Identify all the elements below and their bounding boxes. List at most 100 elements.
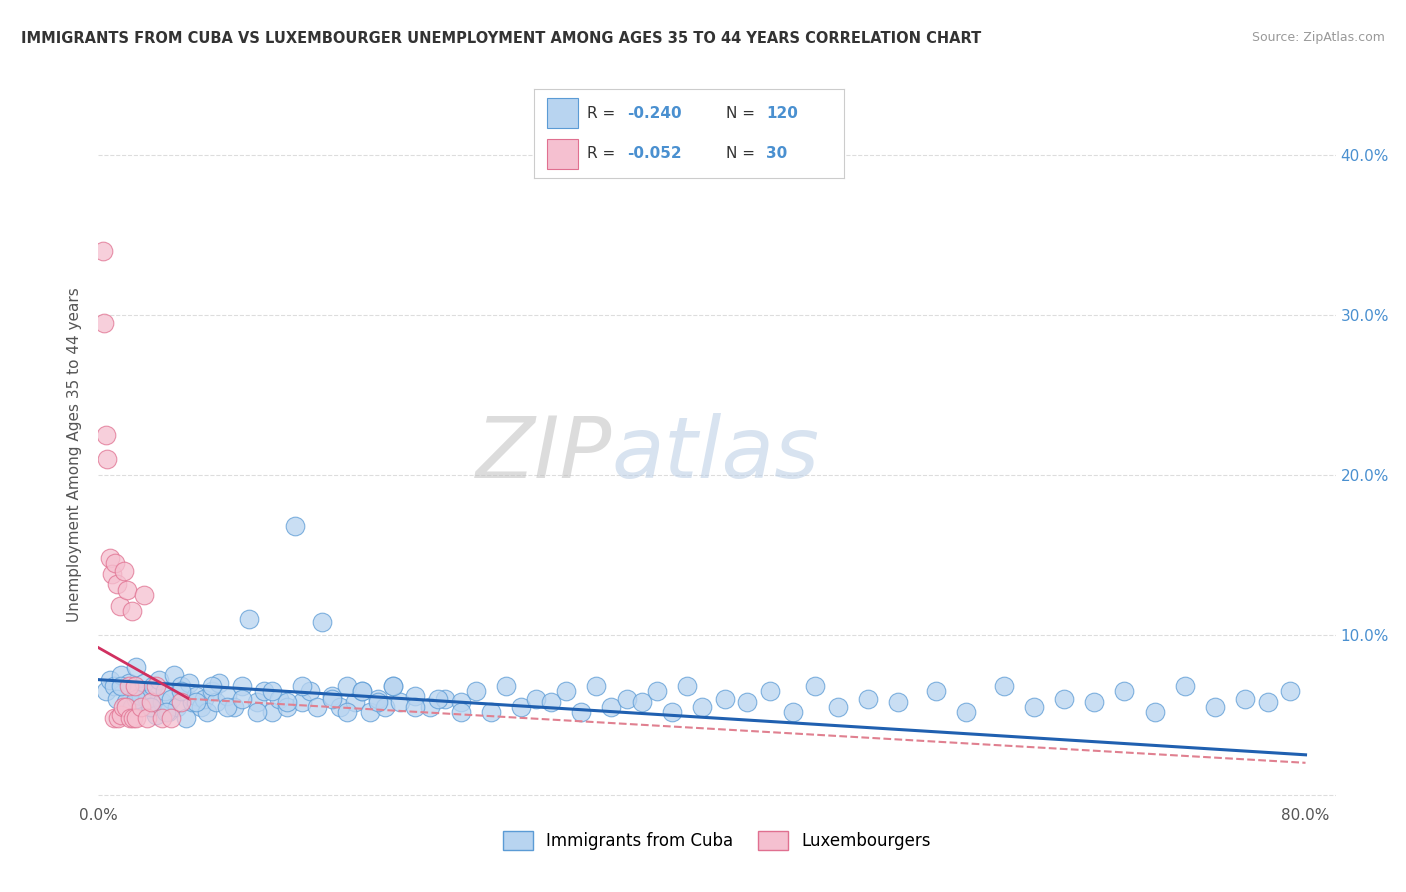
Point [141, 699, 163, 714]
Point [200, 683, 222, 698]
Text: -0.240: -0.240 [627, 106, 682, 120]
Point [112, 564, 135, 578]
Point [676, 679, 699, 693]
Point [735, 695, 758, 709]
Point [509, 699, 531, 714]
Point [231, 691, 253, 706]
Point [238, 612, 260, 626]
Point [600, 699, 623, 714]
Point [426, 691, 449, 706]
Point [555, 683, 578, 698]
Point [121, 604, 143, 618]
Point [145, 679, 167, 693]
Point [276, 695, 298, 709]
Point [661, 705, 683, 719]
Point [205, 695, 228, 709]
Point [759, 683, 782, 698]
Text: 30: 30 [766, 146, 787, 161]
Point [125, 691, 148, 706]
Point [150, 711, 173, 725]
Point [630, 695, 652, 709]
Text: IMMIGRANTS FROM CUBA VS LUXEMBOURGER UNEMPLOYMENT AMONG AGES 35 TO 44 YEARS CORR: IMMIGRANTS FROM CUBA VS LUXEMBOURGER UNE… [21, 31, 981, 46]
Point [645, 683, 668, 698]
Point [129, 699, 152, 714]
Point [367, 695, 389, 709]
Point [1143, 705, 1166, 719]
Text: atlas: atlas [612, 413, 820, 497]
Point [450, 705, 472, 719]
Point [291, 679, 314, 693]
Point [260, 705, 283, 719]
Point [955, 705, 977, 719]
Text: N =: N = [725, 106, 759, 120]
Point [713, 691, 735, 706]
Point [827, 699, 849, 714]
Point [1234, 691, 1257, 706]
Point [94, 683, 117, 698]
Legend: Immigrants from Cuba, Luxembourgers: Immigrants from Cuba, Luxembourgers [496, 824, 938, 857]
Point [132, 588, 155, 602]
Point [153, 683, 176, 698]
Point [569, 705, 592, 719]
Point [193, 691, 215, 706]
Point [160, 711, 183, 725]
Point [93, 316, 115, 330]
Point [186, 689, 208, 703]
Point [1053, 691, 1076, 706]
Point [124, 679, 146, 693]
Point [208, 676, 231, 690]
Point [1257, 695, 1279, 709]
Point [122, 711, 145, 725]
Point [166, 699, 188, 714]
Point [352, 683, 374, 698]
Point [200, 679, 222, 693]
Point [107, 711, 129, 725]
Point [269, 691, 291, 706]
Y-axis label: Unemployment Among Ages 35 to 44 years: Unemployment Among Ages 35 to 44 years [67, 287, 83, 623]
Point [291, 695, 314, 709]
Text: ZIP: ZIP [475, 413, 612, 497]
Text: 120: 120 [766, 106, 799, 120]
Point [181, 695, 204, 709]
Text: -0.052: -0.052 [627, 146, 682, 161]
Point [103, 679, 125, 693]
Point [856, 691, 879, 706]
Point [105, 691, 128, 706]
Point [142, 679, 165, 693]
Point [174, 711, 197, 725]
Point [148, 673, 170, 687]
Point [1279, 683, 1302, 698]
Point [91, 244, 114, 258]
Text: N =: N = [725, 146, 759, 161]
Point [307, 699, 329, 714]
Point [464, 683, 486, 698]
Point [367, 691, 389, 706]
Point [156, 705, 179, 719]
Point [125, 660, 148, 674]
Point [224, 699, 246, 714]
Point [110, 679, 132, 693]
Point [329, 699, 352, 714]
Point [246, 695, 269, 709]
Bar [547, 98, 578, 128]
Point [101, 567, 124, 582]
Point [104, 556, 127, 570]
Point [108, 599, 131, 613]
Point [524, 691, 547, 706]
Point [215, 689, 238, 703]
Bar [547, 139, 578, 169]
Point [782, 705, 804, 719]
Point [145, 707, 167, 722]
Point [804, 679, 827, 693]
Point [163, 668, 186, 682]
Point [260, 683, 283, 698]
Point [121, 699, 143, 714]
Point [321, 691, 343, 706]
Text: R =: R = [586, 146, 620, 161]
Point [690, 699, 713, 714]
Text: Source: ZipAtlas.com: Source: ZipAtlas.com [1251, 31, 1385, 45]
Point [114, 695, 136, 709]
Point [100, 673, 122, 687]
Point [479, 705, 502, 719]
Point [1083, 695, 1105, 709]
